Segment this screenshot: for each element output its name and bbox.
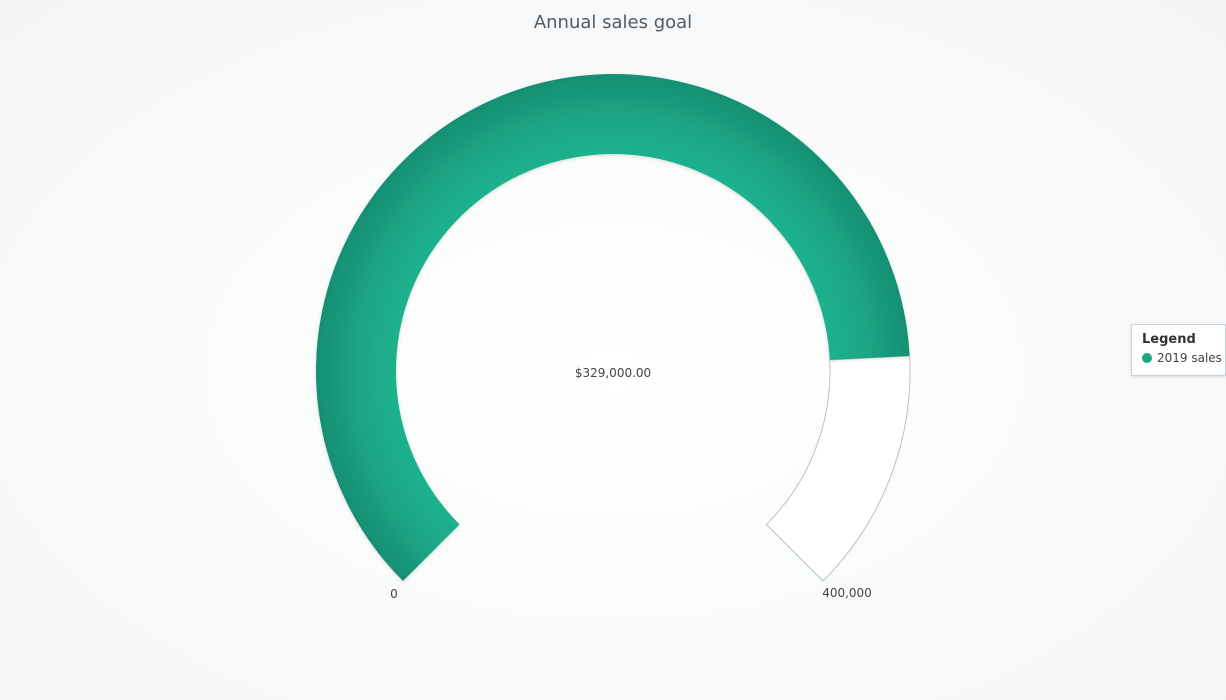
gauge-remainder-arc	[765, 355, 911, 582]
gauge-value-label: $329,000.00	[575, 366, 651, 380]
legend-title: Legend	[1142, 332, 1196, 347]
legend-swatch-dot	[1142, 353, 1152, 363]
legend-item-2019-sales[interactable]: 2019 sales	[1142, 351, 1225, 365]
chart-title: Annual sales goal	[534, 12, 692, 33]
legend-item-label: 2019 sales	[1157, 351, 1222, 365]
gauge-min-label: 0	[390, 587, 398, 601]
legend: Legend 2019 sales	[1131, 324, 1226, 376]
gauge-value-arc	[315, 73, 910, 582]
gauge-max-label: 400,000	[822, 586, 872, 600]
